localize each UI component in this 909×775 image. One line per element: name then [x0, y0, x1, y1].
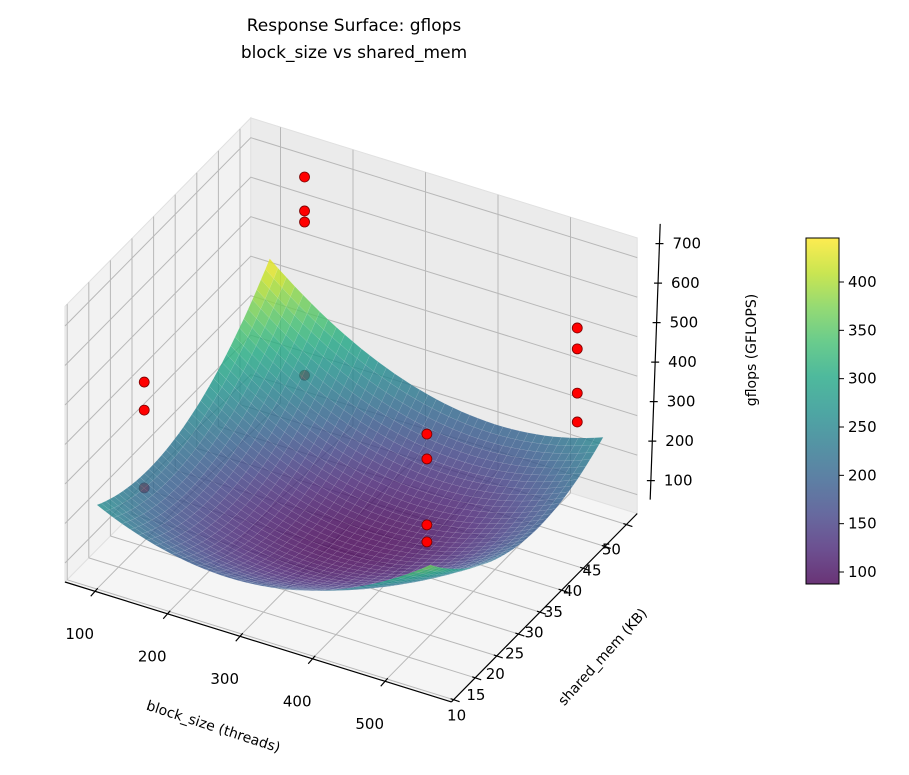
- z-tick-label: 400: [668, 353, 697, 371]
- x-tick-label: 200: [138, 648, 167, 666]
- x-tick-label: 500: [355, 715, 384, 733]
- y-tick-label: 50: [602, 541, 621, 559]
- colorbar-tick-label: 300: [848, 370, 877, 388]
- colorbar-tick-label: 350: [848, 321, 877, 339]
- data-point: [139, 405, 149, 415]
- data-point: [139, 377, 149, 387]
- data-point: [422, 429, 432, 439]
- x-axis-label: block_size (threads): [144, 698, 282, 756]
- z-tick-label: 700: [672, 235, 701, 253]
- chart-title: Response Surface: gflops: [247, 16, 462, 36]
- y-tick-label: 20: [486, 665, 505, 683]
- y-axis-label: shared_mem (KB): [555, 606, 650, 709]
- colorbar-tick-label: 250: [848, 418, 877, 436]
- data-point: [572, 417, 582, 427]
- z-tick-label: 300: [667, 393, 696, 411]
- data-point: [422, 520, 432, 530]
- data-point: [300, 217, 310, 227]
- data-point: [572, 344, 582, 354]
- colorbar: 100 150 200 250 300 350 400: [806, 238, 877, 584]
- y-tick-label: 10: [447, 707, 466, 725]
- data-point: [422, 537, 432, 547]
- z-axis-label: gflops (GFLOPS): [744, 294, 760, 406]
- z-tick-label: 100: [664, 472, 693, 490]
- y-tick-label: 40: [563, 582, 582, 600]
- chart-subtitle: block_size vs shared_mem: [241, 43, 467, 63]
- data-point: [300, 206, 310, 216]
- colorbar-tick-label: 100: [848, 563, 877, 581]
- y-tick-label: 25: [505, 644, 524, 662]
- y-tick-label: 30: [524, 624, 543, 642]
- z-tick-label: 600: [671, 274, 700, 292]
- colorbar-tick-label: 400: [848, 273, 877, 291]
- x-tick-label: 100: [65, 625, 94, 643]
- y-tick-label: 15: [466, 686, 485, 704]
- y-tick-label: 35: [544, 603, 563, 621]
- data-point: [422, 454, 432, 464]
- colorbar-tick-label: 150: [848, 515, 877, 533]
- x-tick-label: 400: [283, 693, 312, 711]
- colorbar-fill: [806, 238, 839, 584]
- data-point: [572, 388, 582, 398]
- data-point: [300, 172, 310, 182]
- z-tick-label: 500: [670, 314, 699, 332]
- colorbar-tick-label: 200: [848, 466, 877, 484]
- y-tick-label: 45: [582, 561, 601, 579]
- data-point: [572, 323, 582, 333]
- x-tick-label: 300: [210, 670, 239, 688]
- z-tick-label: 200: [665, 432, 694, 450]
